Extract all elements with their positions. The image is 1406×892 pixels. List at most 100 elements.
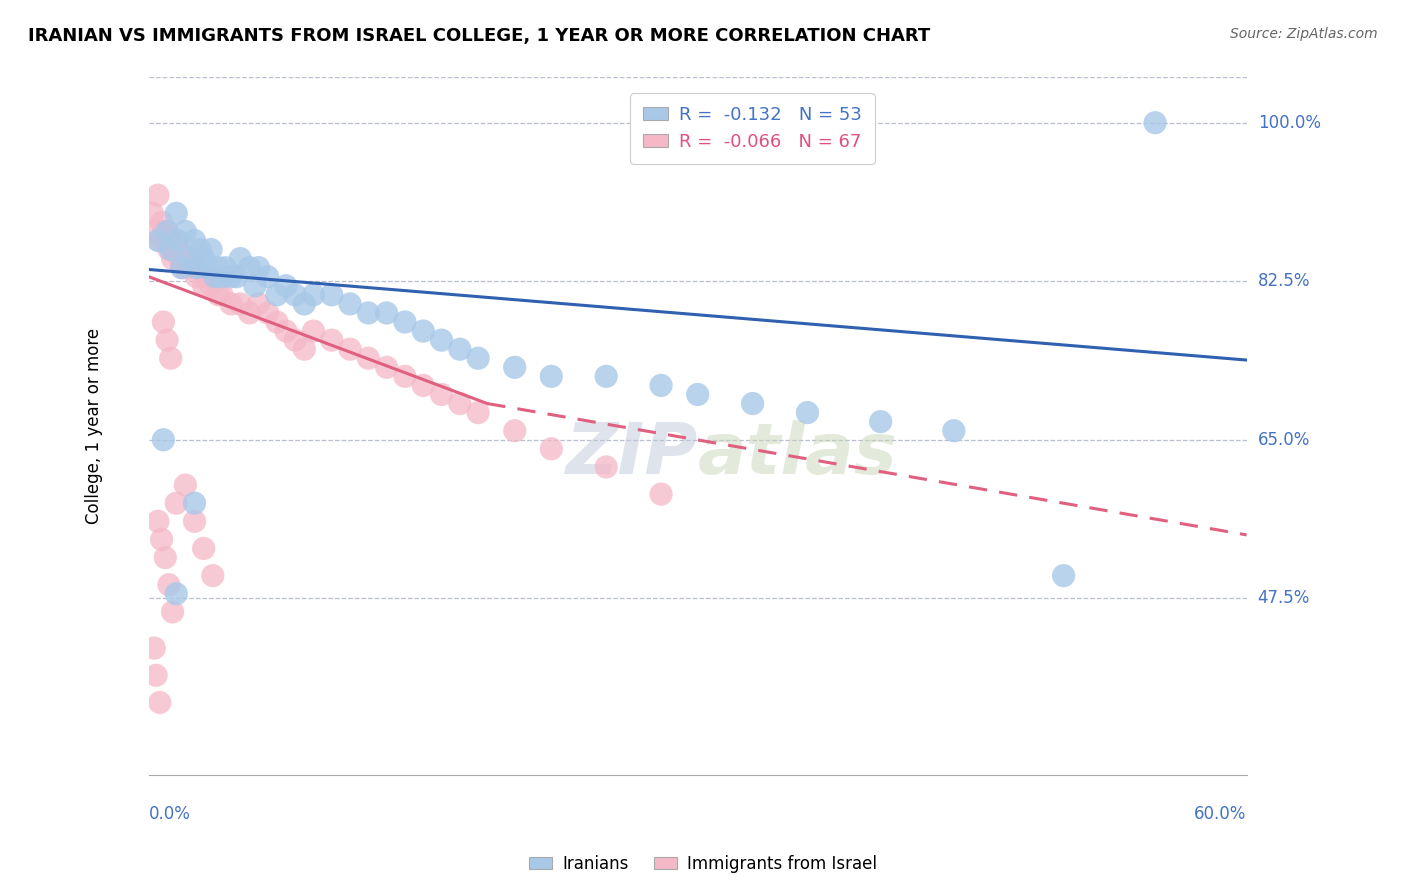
Point	[741, 396, 763, 410]
Text: College, 1 year or more: College, 1 year or more	[84, 328, 103, 524]
Point	[150, 215, 173, 229]
Point	[219, 269, 242, 284]
Point	[207, 260, 229, 275]
Point	[247, 260, 270, 275]
Point	[321, 288, 343, 302]
Point	[200, 243, 222, 257]
Point	[357, 306, 380, 320]
Point	[201, 568, 224, 582]
Point	[188, 260, 211, 275]
Point	[204, 269, 226, 284]
Point	[165, 496, 187, 510]
Point	[650, 378, 672, 392]
Point	[195, 260, 218, 275]
Point	[174, 224, 197, 238]
Point	[375, 306, 398, 320]
Point	[195, 269, 218, 284]
Point	[169, 252, 191, 266]
Point	[165, 587, 187, 601]
Point	[869, 415, 891, 429]
Point	[174, 260, 197, 275]
Point	[339, 342, 361, 356]
Point	[177, 260, 200, 275]
Point	[686, 387, 709, 401]
Point	[284, 288, 307, 302]
Point	[302, 324, 325, 338]
Point	[942, 424, 965, 438]
Point	[211, 288, 233, 302]
Point	[292, 297, 315, 311]
Point	[193, 541, 215, 556]
Point	[247, 297, 270, 311]
Text: ZIP: ZIP	[565, 419, 697, 489]
Point	[214, 260, 236, 275]
Point	[595, 369, 617, 384]
Point	[243, 278, 266, 293]
Point	[284, 333, 307, 347]
Point	[229, 297, 252, 311]
Point	[274, 324, 297, 338]
Point	[430, 333, 453, 347]
Point	[204, 269, 226, 284]
Point	[157, 243, 180, 257]
Point	[186, 260, 208, 275]
Legend: R =  -0.132   N = 53, R =  -0.066   N = 67: R = -0.132 N = 53, R = -0.066 N = 67	[630, 94, 875, 164]
Point	[467, 406, 489, 420]
Point	[149, 234, 172, 248]
Point	[430, 387, 453, 401]
Point	[449, 396, 471, 410]
Point	[150, 533, 173, 547]
Point	[256, 269, 278, 284]
Point	[1052, 568, 1074, 582]
Point	[193, 252, 215, 266]
Point	[149, 696, 172, 710]
Point	[156, 224, 179, 238]
Point	[173, 252, 195, 266]
Point	[157, 577, 180, 591]
Point	[540, 442, 562, 456]
Point	[186, 269, 208, 284]
Text: Source: ZipAtlas.com: Source: ZipAtlas.com	[1230, 27, 1378, 41]
Point	[165, 234, 187, 248]
Point	[200, 278, 222, 293]
Point	[145, 224, 167, 238]
Point	[394, 315, 416, 329]
Text: 0.0%: 0.0%	[149, 805, 191, 823]
Text: 65.0%: 65.0%	[1258, 431, 1310, 449]
Point	[207, 288, 229, 302]
Point	[159, 243, 181, 257]
Point	[156, 333, 179, 347]
Point	[162, 605, 184, 619]
Text: atlas: atlas	[697, 419, 897, 489]
Point	[177, 252, 200, 266]
Text: 82.5%: 82.5%	[1258, 272, 1310, 290]
Point	[357, 351, 380, 366]
Point	[302, 288, 325, 302]
Point	[796, 406, 818, 420]
Point	[219, 297, 242, 311]
Point	[650, 487, 672, 501]
Point	[503, 424, 526, 438]
Point	[155, 550, 177, 565]
Text: 60.0%: 60.0%	[1194, 805, 1247, 823]
Point	[170, 260, 193, 275]
Point	[165, 206, 187, 220]
Point	[159, 351, 181, 366]
Point	[155, 234, 177, 248]
Point	[152, 224, 174, 238]
Point	[152, 433, 174, 447]
Point	[225, 269, 247, 284]
Point	[183, 496, 205, 510]
Text: IRANIAN VS IMMIGRANTS FROM ISRAEL COLLEGE, 1 YEAR OR MORE CORRELATION CHART: IRANIAN VS IMMIGRANTS FROM ISRAEL COLLEG…	[28, 27, 931, 45]
Point	[449, 342, 471, 356]
Point	[146, 234, 169, 248]
Point	[339, 297, 361, 311]
Point	[146, 514, 169, 528]
Point	[188, 243, 211, 257]
Point	[321, 333, 343, 347]
Point	[183, 514, 205, 528]
Point	[238, 306, 260, 320]
Point	[274, 278, 297, 293]
Point	[162, 252, 184, 266]
Point	[181, 252, 204, 266]
